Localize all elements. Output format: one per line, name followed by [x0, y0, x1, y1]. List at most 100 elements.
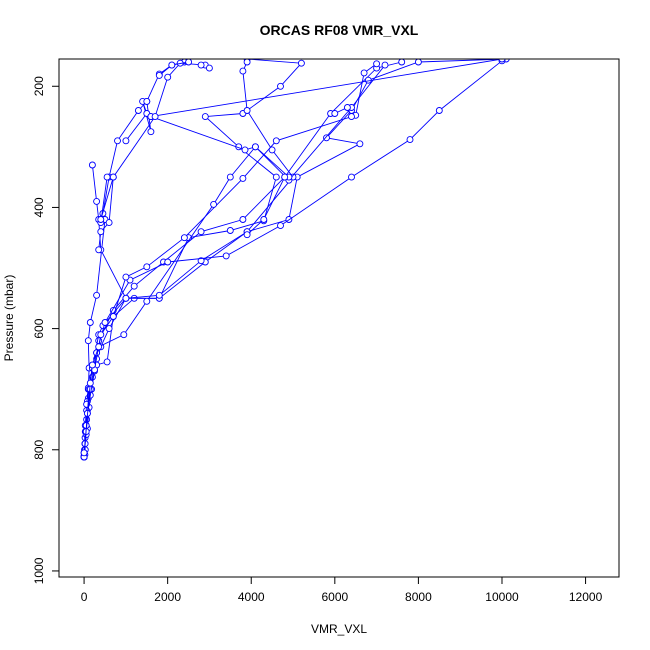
x-tick-label: 8000 — [405, 590, 432, 604]
plot-area — [80, 59, 510, 461]
data-point — [120, 331, 128, 339]
series-15 — [155, 59, 193, 79]
data-point — [197, 257, 205, 265]
x-tick-label: 2000 — [154, 590, 181, 604]
data-point — [97, 216, 105, 223]
data-point — [406, 136, 414, 144]
x-axis: 0 2000 4000 6000 8000 10000 12000 — [81, 577, 603, 604]
data-point — [251, 143, 259, 151]
data-point — [105, 219, 113, 227]
y-tick-label: 200 — [32, 76, 46, 96]
data-point — [222, 252, 230, 260]
x-tick-label: 10000 — [485, 590, 519, 604]
data-point — [323, 134, 330, 142]
data-point — [122, 137, 130, 145]
data-point — [226, 173, 234, 181]
y-tick-label: 800 — [32, 439, 46, 459]
data-point — [122, 273, 130, 281]
data-point — [93, 197, 101, 205]
data-point — [86, 379, 94, 387]
series-8 — [80, 61, 389, 457]
data-point — [95, 246, 103, 254]
data-point — [143, 97, 151, 105]
data-point — [155, 291, 163, 299]
data-point — [151, 113, 159, 121]
data-point — [243, 231, 251, 239]
data-point — [360, 69, 368, 77]
data-point — [168, 61, 176, 69]
data-point — [88, 161, 96, 169]
data-point — [435, 107, 443, 114]
data-point — [297, 59, 305, 67]
data-point — [130, 282, 138, 290]
y-tick-label: 600 — [32, 318, 46, 338]
data-point — [414, 59, 422, 66]
data-point — [103, 173, 111, 181]
data-point — [348, 173, 355, 181]
data-point — [109, 173, 117, 181]
data-point — [239, 216, 247, 223]
series-line — [150, 59, 503, 118]
data-point — [277, 222, 284, 230]
data-point — [103, 358, 111, 366]
data-point — [201, 113, 209, 121]
data-point — [241, 146, 249, 154]
data-point — [147, 128, 155, 136]
data-point — [122, 294, 130, 302]
data-point — [268, 146, 276, 154]
plot-series — [80, 59, 510, 461]
data-point — [331, 110, 339, 117]
data-point — [498, 59, 506, 63]
x-axis-label: VMR_VXL — [311, 622, 367, 636]
series-14 — [97, 59, 213, 223]
data-point — [88, 361, 96, 369]
data-point — [164, 73, 172, 81]
y-tick-label: 1000 — [32, 557, 46, 584]
data-point — [356, 140, 364, 148]
data-point — [109, 313, 117, 320]
data-point — [185, 59, 193, 66]
data-point — [93, 291, 101, 299]
data-point — [381, 61, 389, 69]
data-point — [260, 216, 268, 223]
data-point — [97, 331, 105, 339]
data-point — [155, 71, 163, 79]
data-point — [243, 107, 251, 114]
data-point — [243, 59, 251, 66]
y-axis-label: Pressure (mbar) — [2, 275, 16, 362]
data-point — [272, 173, 280, 181]
data-point — [101, 319, 109, 326]
data-point — [95, 343, 103, 351]
plot-frame — [58, 58, 620, 578]
data-point — [226, 227, 234, 234]
data-point — [197, 228, 205, 236]
series-line — [150, 116, 290, 178]
data-point — [114, 137, 121, 145]
series-16 — [243, 173, 289, 239]
series-17 — [331, 104, 355, 121]
data-point — [272, 137, 280, 145]
data-point — [281, 173, 289, 181]
data-point — [239, 67, 247, 75]
y-axis: 200 400 600 800 1000 — [32, 76, 59, 584]
data-point — [134, 107, 142, 114]
data-point — [398, 59, 406, 66]
chart-title: ORCAS RF08 VMR_VXL — [260, 22, 419, 38]
data-point — [164, 258, 172, 266]
x-tick-label: 0 — [81, 590, 88, 604]
data-point — [86, 319, 94, 326]
data-point — [105, 325, 113, 333]
data-point — [80, 449, 88, 457]
data-point — [180, 234, 188, 242]
data-point — [143, 297, 151, 305]
data-point — [143, 263, 151, 271]
x-tick-label: 12000 — [569, 590, 603, 604]
data-point — [373, 60, 381, 68]
x-tick-label: 4000 — [238, 590, 265, 604]
data-point — [277, 82, 284, 90]
data-point — [84, 337, 92, 345]
data-point — [210, 200, 218, 208]
data-point — [97, 228, 105, 236]
y-tick-label: 400 — [32, 197, 46, 217]
